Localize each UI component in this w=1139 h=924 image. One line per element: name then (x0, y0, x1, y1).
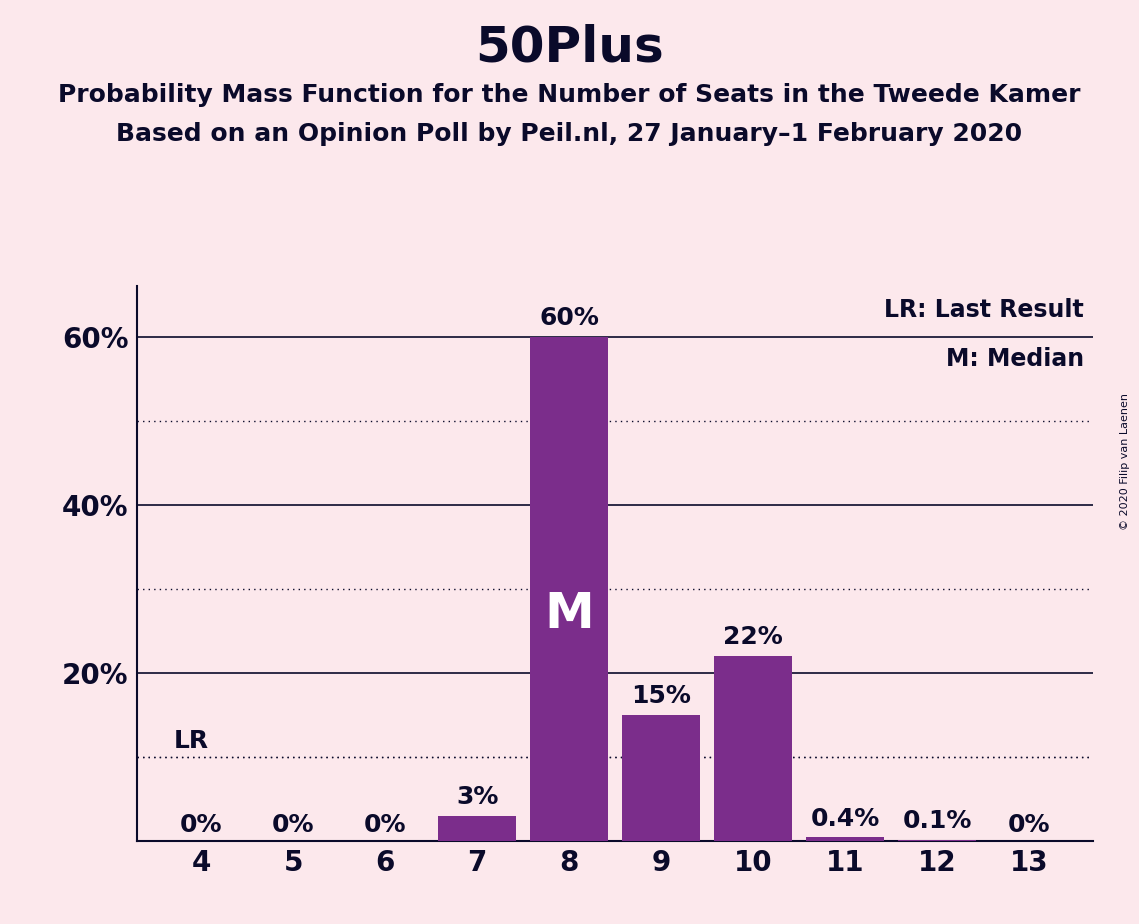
Text: LR: Last Result: LR: Last Result (884, 298, 1084, 322)
Text: 60%: 60% (539, 306, 599, 330)
Text: 0%: 0% (272, 812, 314, 836)
Text: M: Median: M: Median (945, 347, 1084, 371)
Text: 50Plus: 50Plus (475, 23, 664, 71)
Text: 0.1%: 0.1% (902, 809, 972, 833)
Bar (806, 837, 884, 841)
Text: © 2020 Filip van Laenen: © 2020 Filip van Laenen (1120, 394, 1130, 530)
Text: 22%: 22% (723, 626, 782, 650)
Text: LR: LR (173, 729, 208, 753)
Bar (714, 656, 792, 841)
Text: Based on an Opinion Poll by Peil.nl, 27 January–1 February 2020: Based on an Opinion Poll by Peil.nl, 27 … (116, 122, 1023, 146)
Bar (439, 816, 516, 841)
Bar (530, 337, 608, 841)
Text: M: M (544, 590, 593, 638)
Text: 15%: 15% (631, 684, 691, 708)
Text: 3%: 3% (456, 784, 498, 808)
Text: 0%: 0% (1008, 812, 1050, 836)
Text: 0.4%: 0.4% (811, 807, 879, 831)
Text: 0%: 0% (180, 812, 222, 836)
Bar (622, 715, 700, 841)
Text: Probability Mass Function for the Number of Seats in the Tweede Kamer: Probability Mass Function for the Number… (58, 83, 1081, 107)
Text: 0%: 0% (363, 812, 407, 836)
